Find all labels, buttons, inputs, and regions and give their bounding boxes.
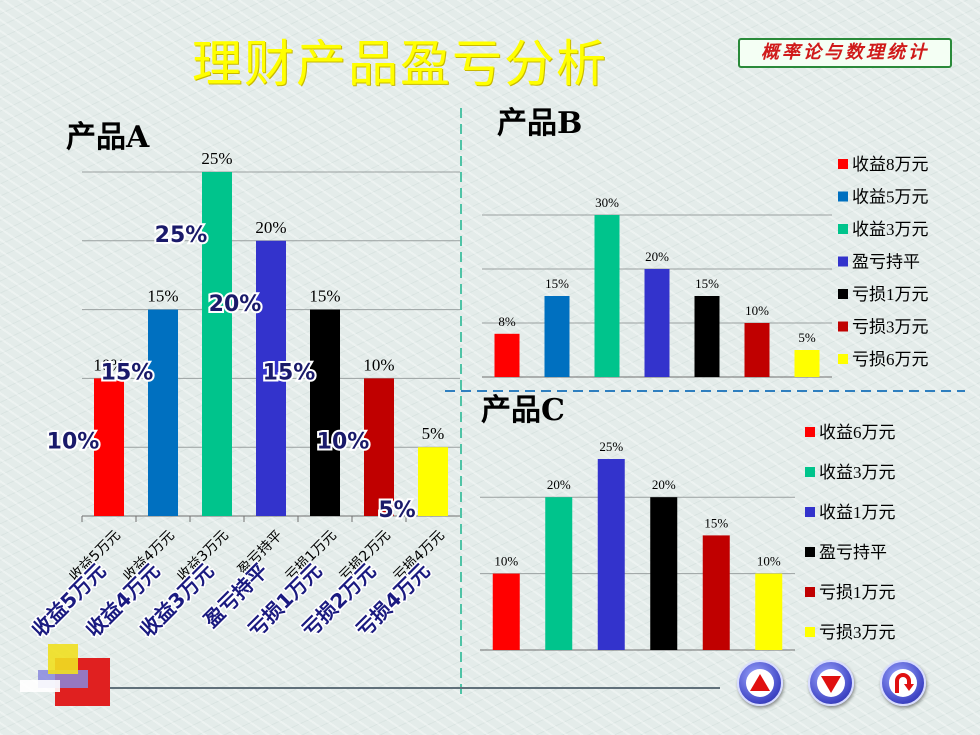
legend-label: 收益8万元 xyxy=(852,155,929,174)
legend-label: 亏损6万元 xyxy=(852,350,929,369)
chart-product-b: 8% 15% 30% 20% 15% 10% 5% 收益8万元收益5万元收益3万元盈亏持平亏损… xyxy=(482,155,929,378)
legend-swatch xyxy=(805,427,815,437)
legend-swatch xyxy=(838,321,848,332)
data-label: 20% xyxy=(255,218,286,237)
down-arrow-icon[interactable] xyxy=(808,660,854,706)
legend-label: 收益1万元 xyxy=(819,503,896,522)
legend-label: 收益3万元 xyxy=(852,220,929,239)
legend-swatch xyxy=(838,354,848,364)
legend-swatch xyxy=(838,159,848,169)
legend-label: 亏损1万元 xyxy=(852,285,929,304)
legend-label: 收益5万元 xyxy=(852,188,929,207)
data-label: 8% xyxy=(498,314,516,329)
legend-label: 盈亏持平 xyxy=(852,253,920,272)
bar-收益5万元 xyxy=(544,296,570,377)
bar-盈亏持平 xyxy=(644,269,670,377)
return-icon[interactable] xyxy=(880,660,926,706)
legend-label: 盈亏持平 xyxy=(819,543,887,562)
chart-product-a: 10%收益5万元收益5万元10%15%收益4万元收益4万元15%25%收益3万元… xyxy=(26,149,460,643)
data-label: 10% xyxy=(93,355,124,374)
data-label-overlay: 20% xyxy=(209,292,262,317)
data-label: 10% xyxy=(745,303,769,318)
legend-swatch xyxy=(805,587,815,597)
bar-收益3万元 xyxy=(594,215,620,377)
legend-swatch xyxy=(805,467,815,477)
data-label: 25% xyxy=(201,149,232,168)
data-label-overlay: 15% xyxy=(263,361,316,386)
data-label: 15% xyxy=(695,276,719,291)
bar-亏损3万元 xyxy=(744,323,770,377)
slide-title: 理财产品盈亏分析 xyxy=(192,35,608,93)
data-label: 10% xyxy=(363,355,394,374)
bar-亏损3万元 xyxy=(755,573,783,650)
legend-label: 亏损3万元 xyxy=(819,623,896,642)
data-label-overlay: 25% xyxy=(155,223,208,248)
data-label: 20% xyxy=(547,477,571,492)
footer-line xyxy=(70,687,720,689)
bar-亏损1万元 xyxy=(702,535,730,650)
data-label: 20% xyxy=(645,249,669,264)
product-c-title: 产品C xyxy=(481,393,565,428)
course-badge: 概率论与数理统计 xyxy=(738,38,952,68)
legend-swatch xyxy=(805,547,815,557)
data-label: 10% xyxy=(757,554,781,569)
data-label-overlay: 15% xyxy=(101,361,154,386)
data-label: 15% xyxy=(309,287,340,306)
bar-收益8万元 xyxy=(494,333,520,377)
data-label: 20% xyxy=(652,477,676,492)
legend-swatch xyxy=(838,289,848,299)
data-label: 25% xyxy=(599,439,623,454)
decoration-icon xyxy=(20,644,110,706)
data-label: 5% xyxy=(798,330,816,345)
legend-label: 收益6万元 xyxy=(819,423,896,442)
data-label-overlay: 5% xyxy=(378,498,415,523)
bar-亏损1万元 xyxy=(310,309,340,516)
data-label: 5% xyxy=(422,424,445,443)
data-label: 10% xyxy=(494,554,518,569)
bar-收益3万元 xyxy=(202,172,232,516)
product-b-title: 产品B xyxy=(497,106,583,141)
data-label-overlay: 10% xyxy=(317,429,370,454)
legend-label: 亏损3万元 xyxy=(852,318,929,337)
bar-亏损6万元 xyxy=(794,350,820,377)
bar-亏损4万元 xyxy=(418,447,448,516)
bar-收益3万元 xyxy=(545,497,573,650)
legend-label: 收益3万元 xyxy=(819,463,896,482)
data-label: 15% xyxy=(704,515,728,530)
bar-盈亏持平 xyxy=(256,240,286,517)
product-a-title: 产品A xyxy=(66,120,150,155)
bar-收益1万元 xyxy=(597,459,625,650)
legend-label: 亏损1万元 xyxy=(819,583,896,602)
data-label: 30% xyxy=(595,195,619,210)
bar-收益5万元 xyxy=(94,378,124,516)
bar-亏损1万元 xyxy=(694,296,720,377)
data-label: 15% xyxy=(545,276,569,291)
chart-product-c: 10% 20% 25% 20% 15% 10% 收益6万元收益3万元收益1万元盈亏持平亏损1… xyxy=(480,423,896,651)
legend-swatch xyxy=(805,507,815,517)
bar-收益4万元 xyxy=(148,309,178,516)
data-label: 15% xyxy=(147,287,178,306)
legend-swatch xyxy=(838,256,848,267)
bar-盈亏持平 xyxy=(650,497,678,650)
bar-亏损2万元 xyxy=(364,378,394,516)
data-label-overlay: 10% xyxy=(47,429,100,454)
legend-swatch xyxy=(805,627,815,637)
legend-swatch xyxy=(838,224,848,234)
bar-收益6万元 xyxy=(492,573,520,650)
up-arrow-icon[interactable] xyxy=(737,660,783,706)
legend-swatch xyxy=(838,191,848,202)
